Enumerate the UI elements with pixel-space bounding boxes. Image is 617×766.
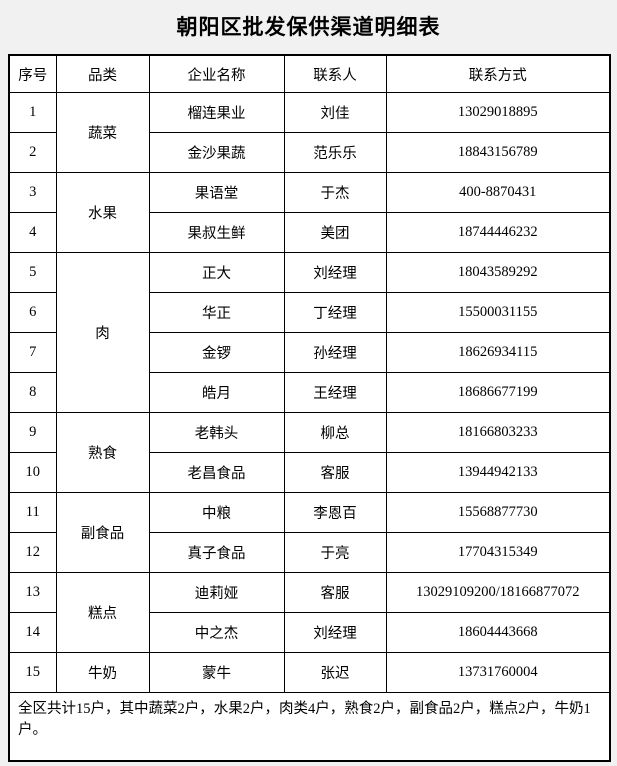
summary-text: 全区共计15户，其中蔬菜2户，水果2户，肉类4户，熟食2户，副食品2户，糕点2户… — [8, 692, 611, 762]
seq-cell: 12 — [8, 532, 57, 573]
table-row: 4 果叔生鲜 美团 18744446232 — [8, 212, 611, 253]
phone-cell: 18843156789 — [385, 132, 611, 173]
table-header: 序号 品类 企业名称 联系人 联系方式 — [8, 54, 611, 93]
table-row: 14 中之杰 刘经理 18604443668 — [8, 612, 611, 653]
phone-cell: 400-8870431 — [385, 172, 611, 213]
seq-cell: 3 — [8, 172, 57, 213]
seq-cell: 6 — [8, 292, 57, 333]
contact-cell: 客服 — [283, 572, 387, 613]
company-cell: 中粮 — [148, 492, 285, 533]
header-contact: 联系人 — [283, 54, 387, 93]
table-row: 3 水果 果语堂 于杰 400-8870431 — [8, 172, 611, 253]
table-row: 7 金锣 孙经理 18626934115 — [8, 332, 611, 373]
phone-cell: 18686677199 — [385, 372, 611, 413]
contact-cell: 王经理 — [283, 372, 387, 413]
company-cell: 正大 — [148, 252, 285, 293]
company-cell: 迪莉娅 — [148, 572, 285, 613]
category-cell: 水果 — [55, 172, 150, 253]
contact-cell: 刘经理 — [283, 612, 387, 653]
seq-cell: 10 — [8, 452, 57, 493]
contact-cell: 于亮 — [283, 532, 387, 573]
company-cell: 果语堂 — [148, 172, 285, 213]
company-cell: 榴连果业 — [148, 92, 285, 133]
table-row: 8 皓月 王经理 18686677199 — [8, 372, 611, 413]
seq-cell: 2 — [8, 132, 57, 173]
contact-cell: 于杰 — [283, 172, 387, 213]
contact-cell: 刘经理 — [283, 252, 387, 293]
category-cell: 牛奶 — [55, 652, 150, 693]
seq-cell: 13 — [8, 572, 57, 613]
contact-cell: 丁经理 — [283, 292, 387, 333]
supply-channel-table: 序号 品类 企业名称 联系人 联系方式 1 蔬菜 榴连果业 刘佳 13029018895… — [8, 54, 611, 762]
seq-cell: 11 — [8, 492, 57, 533]
company-cell: 皓月 — [148, 372, 285, 413]
company-cell: 中之杰 — [148, 612, 285, 653]
table-row: 12 真子食品 于亮 17704315349 — [8, 532, 611, 573]
phone-cell: 18626934115 — [385, 332, 611, 373]
header-company: 企业名称 — [148, 54, 285, 93]
phone-cell: 18166803233 — [385, 412, 611, 453]
contact-cell: 美团 — [283, 212, 387, 253]
company-cell: 老韩头 — [148, 412, 285, 453]
table-row: 5 肉正大 刘经理 18043589292 — [8, 252, 611, 413]
header-category: 品类 — [55, 54, 150, 93]
company-cell: 真子食品 — [148, 532, 285, 573]
category-cell: 蔬菜 — [55, 92, 150, 173]
category-cell: 糕点 — [55, 572, 150, 653]
table-row: 11 副食品 中粮 李恩百 15568877730 — [8, 492, 611, 573]
company-cell: 蒙牛 — [148, 652, 285, 693]
seq-cell: 4 — [8, 212, 57, 253]
company-cell: 华正 — [148, 292, 285, 333]
seq-cell: 15 — [8, 652, 57, 693]
contact-cell: 李恩百 — [283, 492, 387, 533]
phone-cell: 17704315349 — [385, 532, 611, 573]
category-cell: 肉 — [55, 252, 150, 413]
contact-cell: 刘佳 — [283, 92, 387, 133]
table-footer: 全区共计15户，其中蔬菜2户，水果2户，肉类4户，熟食2户，副食品2户，糕点2户… — [8, 692, 611, 762]
table-row: 9 熟食 老韩头 柳总 18166803233 — [8, 412, 611, 493]
summary-row: 全区共计15户，其中蔬菜2户，水果2户，肉类4户，熟食2户，副食品2户，糕点2户… — [8, 692, 611, 762]
phone-cell: 18604443668 — [385, 612, 611, 653]
company-cell: 金沙果蔬 — [148, 132, 285, 173]
page-title: 朝阳区批发保供渠道明细表 — [176, 15, 441, 39]
phone-cell: 13731760004 — [385, 652, 611, 693]
seq-cell: 5 — [8, 252, 57, 293]
contact-cell: 柳总 — [283, 412, 387, 453]
category-cell: 熟食 — [55, 412, 150, 493]
header-phone: 联系方式 — [385, 54, 611, 93]
category-cell: 副食品 — [55, 492, 150, 573]
table-row: 6 华正 丁经理 15500031155 — [8, 292, 611, 333]
contact-cell: 范乐乐 — [283, 132, 387, 173]
company-cell: 金锣 — [148, 332, 285, 373]
company-cell: 老昌食品 — [148, 452, 285, 493]
seq-cell: 7 — [8, 332, 57, 373]
phone-cell: 13029109200/18166877072 — [385, 572, 611, 613]
phone-cell: 15500031155 — [385, 292, 611, 333]
phone-cell: 13029018895 — [385, 92, 611, 133]
seq-cell: 1 — [8, 92, 57, 133]
table-body: 1 蔬菜 榴连果业 刘佳 13029018895 2 金沙果蔬 范乐乐 18843156789 3… — [8, 92, 611, 693]
header-seq: 序号 — [8, 54, 57, 93]
table-row: 1 蔬菜 榴连果业 刘佳 13029018895 — [8, 92, 611, 173]
seq-cell: 8 — [8, 372, 57, 413]
contact-cell: 客服 — [283, 452, 387, 493]
header-row: 序号 品类 企业名称 联系人 联系方式 — [8, 54, 611, 93]
phone-cell: 18043589292 — [385, 252, 611, 293]
seq-cell: 9 — [8, 412, 57, 453]
table-row: 10 老昌食品 客服 13944942133 — [8, 452, 611, 493]
phone-cell: 13944942133 — [385, 452, 611, 493]
table-row: 13 糕点 迪莉娅 客服 13029109200/18166877072 — [8, 572, 611, 653]
table-row: 15 牛奶 蒙牛 张迟 13731760004 — [8, 652, 611, 693]
company-cell: 果叔生鲜 — [148, 212, 285, 253]
phone-cell: 15568877730 — [385, 492, 611, 533]
phone-cell: 18744446232 — [385, 212, 611, 253]
contact-cell: 孙经理 — [283, 332, 387, 373]
contact-cell: 张迟 — [283, 652, 387, 693]
seq-cell: 14 — [8, 612, 57, 653]
